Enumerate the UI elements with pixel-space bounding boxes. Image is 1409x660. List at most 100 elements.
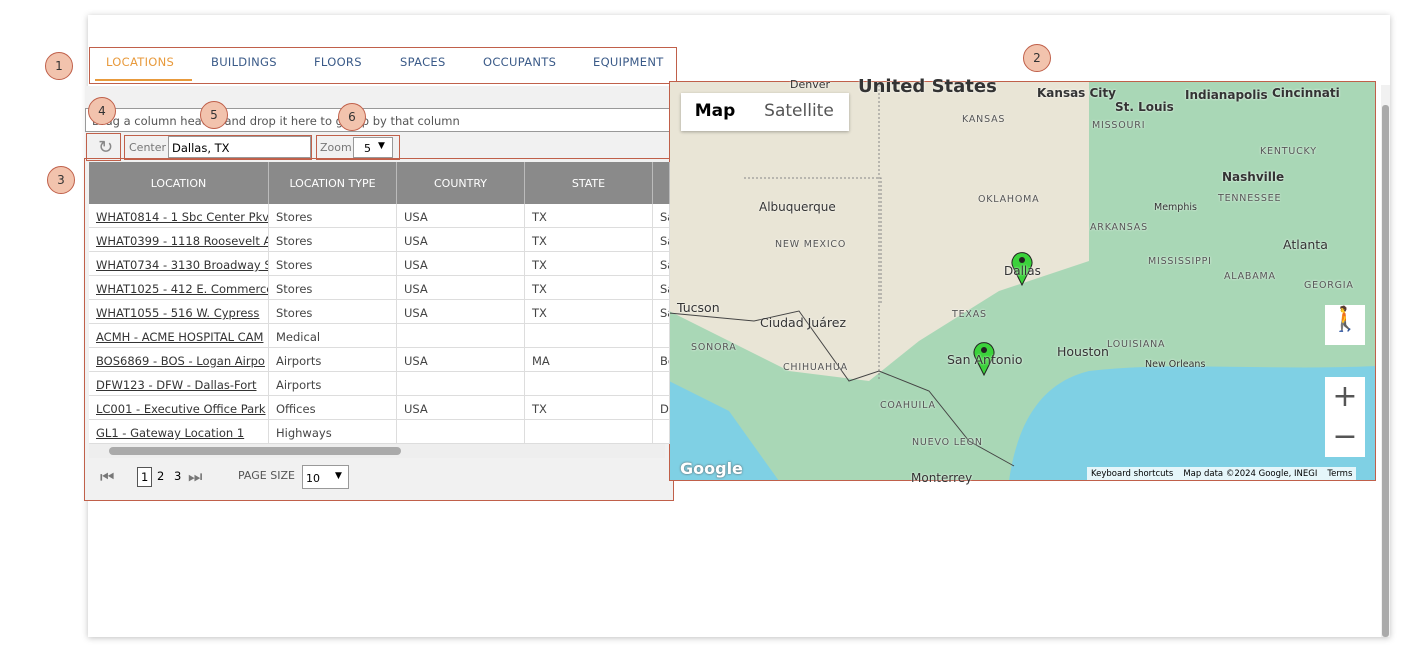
tab[interactable]: LOCATIONS <box>106 55 174 69</box>
cell: Sa <box>653 228 670 252</box>
map-label: Atlanta <box>1283 237 1328 252</box>
cell: TX <box>525 204 653 228</box>
map-label: Memphis <box>1154 202 1197 213</box>
zoom-select[interactable]: 5▼ <box>353 137 393 158</box>
center-label: Center <box>129 141 166 154</box>
cell: USA <box>397 348 525 372</box>
cell: USA <box>397 252 525 276</box>
cell <box>653 420 670 444</box>
map-label: LOUISIANA <box>1107 339 1165 350</box>
map-label: NUEVO LEON <box>912 437 983 448</box>
map-label: Albuquerque <box>759 200 836 214</box>
location-link[interactable]: WHAT0814 - 1 Sbc Center Pkv <box>89 204 269 228</box>
h-scrollbar[interactable] <box>89 444 665 458</box>
cell: Sa <box>653 276 670 300</box>
map-label: NEW MEXICO <box>775 239 846 250</box>
map-label: Houston <box>1057 344 1109 359</box>
map-label: New Orleans <box>1145 359 1205 370</box>
map-label: Dallas <box>1004 264 1041 278</box>
cell <box>525 372 653 396</box>
location-link[interactable]: GL1 - Gateway Location 1 <box>89 420 269 444</box>
map-label: United States <box>858 76 997 97</box>
cell <box>397 420 525 444</box>
badge: 3 <box>47 166 75 194</box>
cell <box>397 372 525 396</box>
map-label: KENTUCKY <box>1260 146 1317 157</box>
cell: Airports <box>269 348 397 372</box>
tab[interactable]: OCCUPANTS <box>483 55 556 69</box>
map-label: KANSAS <box>962 114 1005 125</box>
page-size-select[interactable]: 10▼ <box>302 465 349 489</box>
cell: Stores <box>269 300 397 324</box>
map-label: ARKANSAS <box>1090 222 1148 233</box>
map-label: TEXAS <box>952 309 987 320</box>
map-label: Ciudad Juárez <box>760 315 846 330</box>
location-link[interactable]: BOS6869 - BOS - Logan Airpo <box>89 348 269 372</box>
column-header <box>653 162 670 204</box>
cell: Stores <box>269 276 397 300</box>
location-link[interactable]: WHAT0734 - 3130 Broadway S <box>89 252 269 276</box>
refresh-button[interactable]: ↻ <box>98 137 113 158</box>
cell: TX <box>525 396 653 420</box>
cell: USA <box>397 396 525 420</box>
badge: 5 <box>200 101 228 129</box>
cell: Sa <box>653 252 670 276</box>
cell: TX <box>525 276 653 300</box>
map-label: St. Louis <box>1115 100 1174 114</box>
tab[interactable]: BUILDINGS <box>211 55 277 69</box>
cell: USA <box>397 300 525 324</box>
map-label: Indianapolis <box>1185 88 1268 102</box>
page-number[interactable]: 3 <box>171 467 184 485</box>
location-link[interactable]: ACMH - ACME HOSPITAL CAM <box>89 324 269 348</box>
column-header[interactable]: LOCATION TYPE <box>269 162 397 204</box>
cell: Bo <box>653 348 670 372</box>
cell: TX <box>525 252 653 276</box>
page-size: 10 <box>306 472 320 485</box>
column-header[interactable]: COUNTRY <box>397 162 525 204</box>
column-header[interactable]: STATE <box>525 162 653 204</box>
map-label: Tucson <box>677 300 720 315</box>
cell <box>525 420 653 444</box>
group-bar: Drag a column header and drop it here to… <box>85 108 670 132</box>
tab[interactable]: EQUIPMENT <box>593 55 664 69</box>
cell: USA <box>397 276 525 300</box>
cell: Sa <box>653 204 670 228</box>
cell: Stores <box>269 204 397 228</box>
badge: 2 <box>1023 44 1051 72</box>
location-link[interactable]: WHAT1025 - 412 E. Commerce <box>89 276 269 300</box>
column-header[interactable]: LOCATION <box>89 162 269 204</box>
cell: USA <box>397 204 525 228</box>
map-label: Cincinnati <box>1272 86 1340 100</box>
location-link[interactable]: DFW123 - DFW - Dallas-Fort <box>89 372 269 396</box>
map-label: Monterrey <box>911 471 972 485</box>
location-link[interactable]: LC001 - Executive Office Park <box>89 396 269 420</box>
cell: Stores <box>269 228 397 252</box>
page-number[interactable]: 1 <box>137 467 152 487</box>
map-label: CHIHUAHUA <box>783 362 848 373</box>
pager-last[interactable]: ⏭ <box>188 467 202 487</box>
cell: Offices <box>269 396 397 420</box>
tab[interactable]: SPACES <box>400 55 446 69</box>
cell: TX <box>525 300 653 324</box>
cell: D <box>653 396 670 420</box>
v-scrollbar[interactable] <box>1381 85 1390 637</box>
map-label: SONORA <box>691 342 737 353</box>
page-number[interactable]: 2 <box>154 467 167 485</box>
map-label: MISSISSIPPI <box>1148 256 1212 267</box>
cell <box>525 324 653 348</box>
zoom-label: Zoom <box>320 141 352 154</box>
map-label: MISSOURI <box>1092 120 1145 131</box>
map-label: San Antonio <box>947 352 1023 367</box>
tab-underline <box>95 79 192 81</box>
cell: USA <box>397 228 525 252</box>
center-input[interactable]: Dallas, TX <box>168 136 311 158</box>
map-label: Nashville <box>1222 170 1284 184</box>
cell: Highways <box>269 420 397 444</box>
pager-first[interactable]: ⏮ <box>100 467 114 487</box>
location-link[interactable]: WHAT0399 - 1118 Roosevelt A <box>89 228 269 252</box>
map-label: COAHUILA <box>880 400 936 411</box>
location-link[interactable]: WHAT1055 - 516 W. Cypress <box>89 300 269 324</box>
tab[interactable]: FLOORS <box>314 55 362 69</box>
map-label: Kansas City <box>1037 86 1116 100</box>
